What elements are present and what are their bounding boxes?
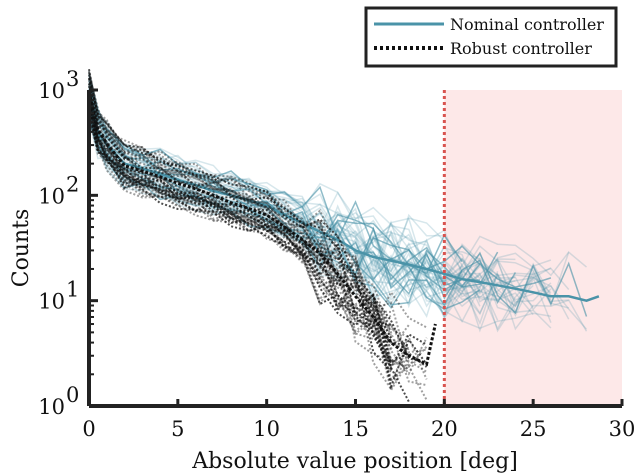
y-tick-label: 10 [38,290,65,314]
nominal-trace [88,70,498,298]
robust-trace [88,117,428,393]
x-tick-label: 15 [342,417,369,441]
x-tick-label: 0 [82,417,95,441]
x-axis-title: Absolute value position [deg] [191,449,518,474]
y-axis-title: Counts [9,209,34,288]
robust-trace [88,105,392,326]
robust-series-line [87,91,437,367]
y-tick-label: 10 [38,184,65,208]
nominal-trace [88,96,481,291]
robust-trace [88,71,428,380]
nominal-trace [88,79,569,309]
legend-label-nominal: Nominal controller [450,15,604,34]
robust-trace [88,105,428,370]
y-tick-exponent: 3 [66,67,79,91]
robust-trace [88,118,392,360]
unsafe-region [444,90,622,406]
legend-box [364,6,618,68]
robust-trace [88,72,428,331]
robust-trace [88,74,392,342]
nominal-trace [88,111,481,308]
x-tick-label: 10 [253,417,280,441]
y-tick-exponent: 0 [66,383,79,407]
nominal-series-line [87,94,600,303]
legend-label-robust: Robust controller [450,39,592,58]
y-tick-exponent: 1 [66,278,79,302]
robust-trace [88,105,410,391]
robust-trace [88,94,392,336]
robust-trace [88,103,410,351]
x-tick-label: 5 [171,417,184,441]
robust-trace [88,96,428,401]
robust-trace [88,97,392,333]
robust-trace [88,69,427,364]
x-tick-label: 25 [520,417,547,441]
nominal-trace [88,88,463,275]
y-tick-label: 10 [38,395,65,419]
nominal-trace [88,89,552,293]
robust-trace [88,77,392,339]
nominal-trace [88,96,552,329]
robust-trace [88,106,392,371]
robust-trace [88,71,410,367]
nominal-trace [88,93,517,305]
robust-trace [88,85,392,364]
robust-trace [88,95,409,344]
robust-trace [88,90,428,376]
robust-trace [88,114,410,348]
nominal-trace [88,113,534,333]
robust-trace [88,113,392,362]
nominal-trace [88,116,569,331]
y-tick-label: 10 [38,79,65,103]
nominal-trace [88,90,552,303]
robust-trace [88,82,410,351]
y-tick-exponent: 2 [66,172,79,196]
x-tick-label: 20 [431,417,458,441]
legend: Nominal controller Robust controller [364,6,618,68]
robust-trace [88,83,392,339]
robust-trace [88,74,392,313]
robust-trace [88,77,410,357]
nominal-trace [88,83,570,308]
nominal-trace [88,99,570,320]
robust-trace [88,92,392,368]
x-tick-label: 30 [609,417,634,441]
nominal-trace [88,111,588,331]
